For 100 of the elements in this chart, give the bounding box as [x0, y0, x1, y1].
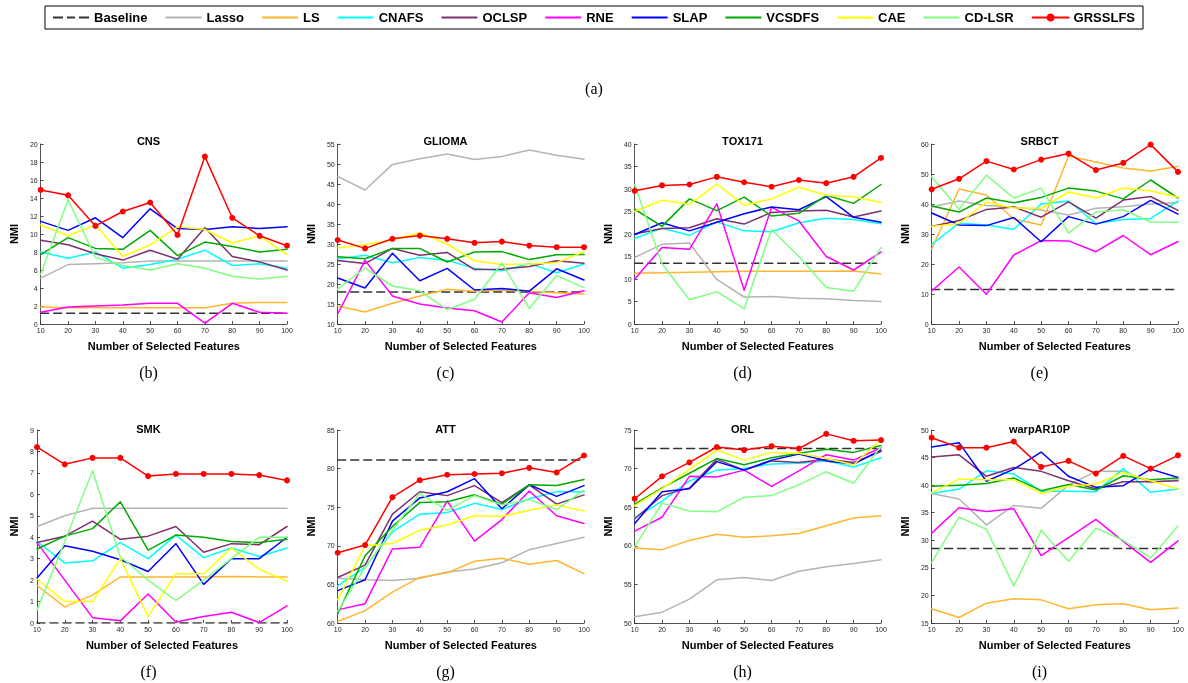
point — [256, 232, 263, 239]
line-series — [633, 183, 882, 228]
line-series — [633, 195, 882, 236]
line-series — [930, 470, 1179, 526]
line-series — [930, 187, 1179, 228]
legend-label: Baseline — [93, 10, 148, 25]
point — [119, 208, 126, 215]
point — [956, 175, 963, 182]
line-series — [930, 507, 1179, 564]
point — [928, 434, 935, 441]
line-series — [36, 575, 288, 608]
point — [686, 459, 693, 466]
point — [686, 181, 693, 188]
line-series — [336, 288, 585, 313]
point — [850, 437, 857, 444]
point — [928, 186, 935, 193]
point — [61, 461, 68, 468]
line-series — [633, 183, 882, 213]
point — [498, 238, 505, 245]
point — [581, 244, 587, 251]
point — [1147, 465, 1154, 472]
line-series — [336, 262, 585, 311]
line-series — [336, 247, 585, 263]
point — [362, 245, 369, 252]
line-series — [633, 242, 882, 303]
x-axis-title: Number of Selected Features — [681, 339, 834, 352]
point — [229, 214, 236, 221]
point — [201, 153, 208, 160]
line-series — [930, 234, 1179, 296]
legend-label: SLAP — [672, 10, 708, 25]
point — [983, 444, 990, 451]
point — [526, 464, 533, 471]
point — [228, 470, 235, 477]
line-series — [930, 454, 1179, 490]
y-axis-title: NMI — [601, 516, 614, 537]
line-series — [36, 534, 288, 564]
y-axis-title: NMI — [7, 516, 20, 537]
text: (e) — [1030, 363, 1049, 382]
point — [362, 542, 369, 549]
line-series — [336, 536, 585, 582]
point — [631, 495, 638, 502]
legend-label: Lasso — [206, 10, 245, 25]
line-series — [633, 514, 882, 551]
chart-title: SRBCT — [1020, 134, 1059, 147]
point — [89, 454, 96, 461]
legend-label: LS — [303, 10, 320, 25]
point — [471, 471, 478, 477]
point — [1175, 168, 1181, 175]
point — [1038, 156, 1045, 163]
line-series — [633, 217, 882, 240]
point — [1175, 452, 1181, 459]
line-series — [633, 203, 882, 291]
x-axis-title: Number of Selected Features — [87, 339, 240, 352]
point — [795, 445, 802, 452]
point — [1010, 438, 1017, 445]
point — [659, 473, 666, 480]
line-series — [930, 200, 1179, 216]
line-series — [36, 469, 288, 611]
line-series — [336, 254, 585, 274]
point — [145, 473, 152, 480]
chart-title: CNS — [136, 134, 161, 147]
line-series — [930, 597, 1179, 619]
point — [1038, 463, 1045, 470]
point — [174, 231, 181, 238]
point — [956, 444, 963, 451]
text: (b) — [139, 363, 158, 382]
line-series — [930, 195, 1179, 228]
x-axis-title: Number of Selected Features — [384, 339, 537, 352]
y-axis-title: NMI — [304, 223, 317, 245]
point — [526, 242, 533, 249]
point — [334, 549, 341, 556]
point — [823, 180, 830, 187]
line-series — [36, 536, 288, 586]
x-axis-title: Number of Selected Features — [978, 638, 1131, 651]
line-series — [930, 179, 1179, 213]
text: (d) — [733, 363, 752, 382]
point — [878, 437, 884, 444]
chart-title: ATT — [435, 422, 457, 435]
legend-label: CNAFS — [378, 10, 424, 25]
point — [768, 443, 775, 450]
text: (c) — [436, 363, 455, 382]
line-series — [336, 149, 585, 191]
line-series — [36, 520, 288, 553]
chart-title: SMK — [136, 422, 161, 435]
chart-title: warpAR10P — [1007, 422, 1071, 435]
point — [878, 154, 884, 161]
point — [1065, 150, 1072, 157]
point — [416, 477, 423, 484]
chart-title: ORL — [730, 422, 755, 435]
y-axis-title: NMI — [898, 516, 911, 537]
point — [172, 470, 179, 477]
y-axis-title: NMI — [601, 223, 614, 245]
chart-title: GLIOMA — [423, 134, 468, 147]
text: (g) — [436, 662, 455, 681]
point — [741, 179, 748, 186]
point — [768, 183, 775, 190]
line-series — [930, 516, 1179, 587]
line-series — [336, 252, 585, 292]
point — [65, 192, 72, 199]
point — [553, 244, 560, 251]
